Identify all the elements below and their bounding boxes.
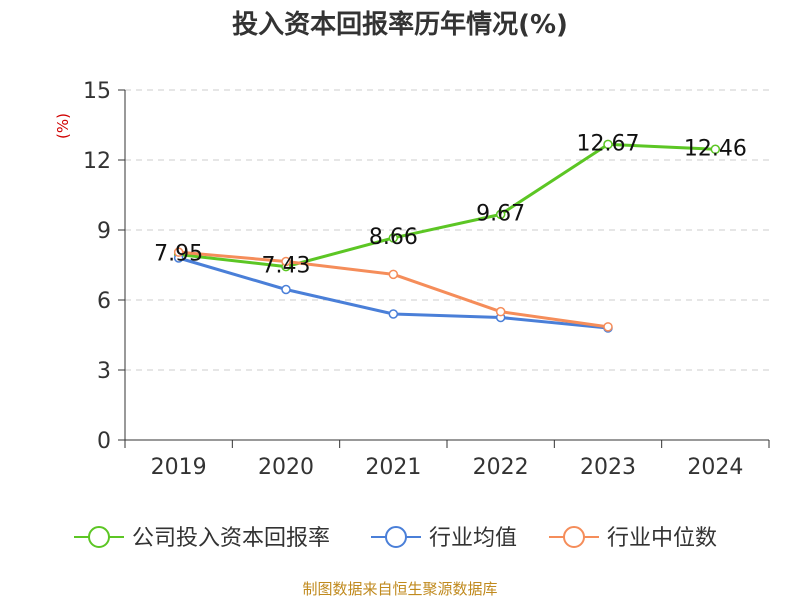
series-0-point-2024[interactable] xyxy=(710,144,721,155)
data-label-2021: 8.66 xyxy=(369,225,418,250)
series-2-point-2023[interactable] xyxy=(603,322,613,332)
legend-label: 行业中位数 xyxy=(607,526,717,551)
data-label-2024: 12.46 xyxy=(684,136,747,161)
legend-item-2[interactable]: 行业中位数 xyxy=(549,526,717,551)
y-tick-label-15: 15 xyxy=(83,79,111,104)
data-label-2023: 12.67 xyxy=(577,131,640,156)
x-tick-label-2023: 2023 xyxy=(580,455,636,480)
series-0-point-2022[interactable] xyxy=(495,209,506,220)
y-tick-label-9: 9 xyxy=(97,219,111,244)
series-0-point-2023[interactable] xyxy=(603,139,613,150)
series-2-point-2019[interactable] xyxy=(173,247,184,257)
legend-marker-icon xyxy=(563,526,585,548)
series-2-point-2022[interactable] xyxy=(495,306,506,317)
x-tick-label-2020: 2020 xyxy=(258,455,314,480)
source-note: 制图数据来自恒生聚源数据库 xyxy=(302,580,497,598)
legend-label: 行业均值 xyxy=(429,526,517,551)
y-tick-label-3: 3 xyxy=(97,359,111,384)
y-axis-label: (%) xyxy=(54,113,72,139)
x-tick-label-2024: 2024 xyxy=(687,455,743,480)
series-2-point-2021[interactable] xyxy=(388,269,399,280)
x-tick-label-2022: 2022 xyxy=(473,455,529,480)
legend-label: 公司投入资本回报率 xyxy=(132,526,330,551)
series-line-0 xyxy=(178,142,716,269)
series-layer xyxy=(173,139,721,333)
legend-marker-icon xyxy=(385,526,407,548)
data-label-2020: 7.43 xyxy=(262,254,311,279)
series-1-point-2020[interactable] xyxy=(281,284,291,295)
legend-item-1[interactable]: 行业均值 xyxy=(371,526,517,551)
series-2-point-2020[interactable] xyxy=(281,256,291,267)
series-0-point-2021[interactable] xyxy=(388,233,399,243)
legend-marker-icon xyxy=(88,526,110,548)
legend-item-0[interactable]: 公司投入资本回报率 xyxy=(74,526,330,551)
series-1-point-2021[interactable] xyxy=(388,309,399,319)
legend[interactable]: 公司投入资本回报率 行业均值 行业中位数 xyxy=(74,526,717,551)
y-tick-label-6: 6 xyxy=(97,289,111,314)
x-tick-label-2021: 2021 xyxy=(365,455,421,480)
gridlines xyxy=(125,89,769,371)
data-label-2019: 7.95 xyxy=(154,242,203,267)
data-label-2022: 9.67 xyxy=(476,201,525,226)
y-tick-label-12: 12 xyxy=(83,149,111,174)
data-labels: 7.95 7.43 8.66 9.67 12.67 12.46 xyxy=(154,131,747,278)
y-tick-label-0: 0 xyxy=(97,429,111,454)
x-tick-label-2019: 2019 xyxy=(151,455,207,480)
axes: 0 3 6 9 12 15 2019 2020 2021 2022 2023 2024 xyxy=(83,79,770,480)
chart-title: 投入资本回报率历年情况(%) xyxy=(232,9,568,40)
